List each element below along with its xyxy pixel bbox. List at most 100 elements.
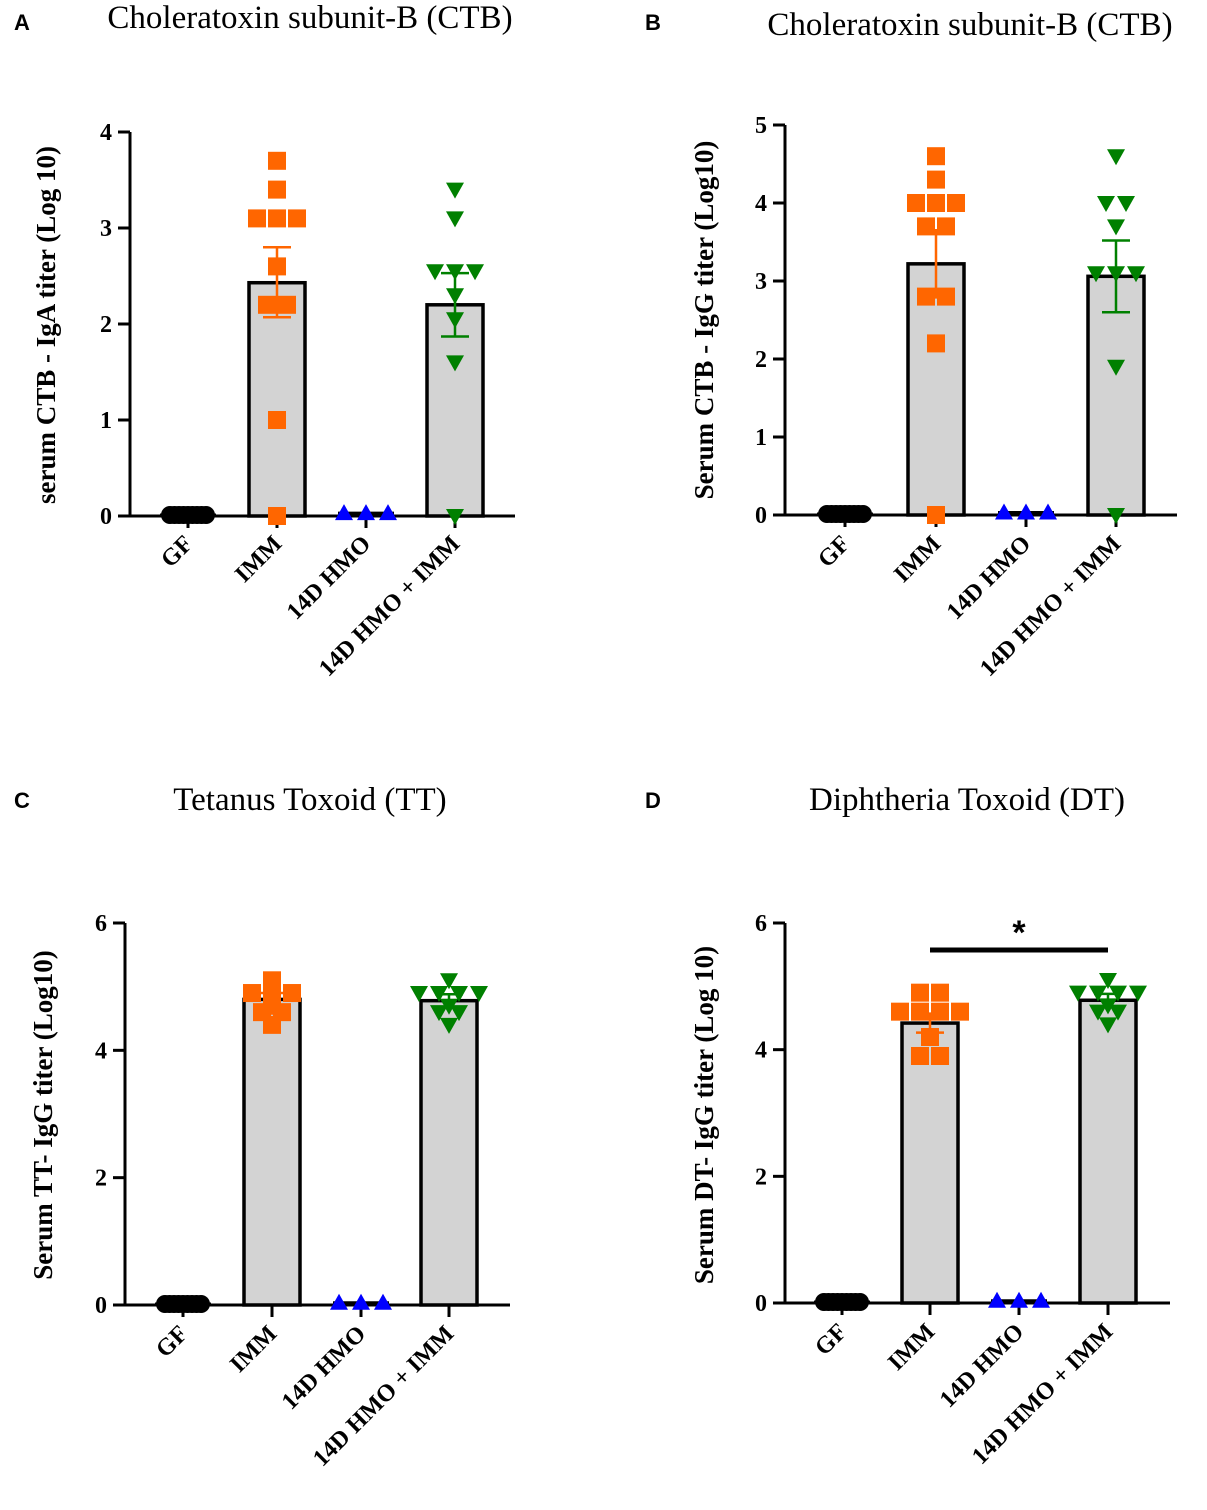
y-tick-label: 3 [755, 269, 767, 295]
chart-panel-a: A Choleratoxin subunit-B (CTB) serum CTB -… [0, 0, 600, 750]
y-axis-label: Serum TT- IgG titer (Log10) [28, 950, 58, 1280]
y-tick-label: 1 [755, 425, 767, 451]
data-point-14d-hmo-imm [1099, 973, 1117, 989]
data-point-14d-hmo [995, 503, 1013, 520]
y-axis-label: Serum DT- IgG titer (Log 10) [689, 946, 719, 1284]
data-point-14d-hmo-imm [1107, 508, 1125, 524]
data-point-imm [931, 1047, 949, 1065]
data-point-14d-hmo-imm [1099, 1017, 1117, 1034]
y-tick-label: 6 [755, 911, 767, 937]
y-tick-label: 5 [755, 113, 767, 139]
bar-14d-hmo-imm [1086, 274, 1146, 517]
x-tick-label-imm: IMM [889, 531, 946, 588]
data-point-14d-hmo-imm [446, 509, 464, 525]
data-point-14d-hmo [374, 1293, 392, 1310]
data-point-imm [278, 295, 296, 314]
y-tick-label: 3 [100, 216, 112, 242]
y-tick-label: 2 [95, 1166, 107, 1192]
data-point-imm [268, 411, 286, 429]
data-point-gf [854, 505, 872, 523]
bar-imm [242, 997, 302, 1307]
data-point-gf [851, 1293, 869, 1311]
y-tick-label: 6 [95, 911, 107, 937]
data-point-14d-hmo [352, 1293, 370, 1310]
data-point-imm [268, 180, 286, 199]
data-point-gf [192, 1295, 210, 1313]
x-tick-label-imm: IMM [883, 1319, 940, 1376]
y-tick-label: 4 [100, 120, 112, 146]
x-tick-label-gf: GF [151, 1321, 193, 1363]
chart-svg: C Tetanus Toxoid (TT) Serum TT- IgG titer … [14, 782, 510, 1472]
data-point-14d-hmo-imm [470, 986, 488, 1003]
y-tick-label: 2 [755, 347, 767, 373]
data-point-imm [927, 147, 945, 166]
y-tick-label: 0 [95, 1293, 107, 1319]
x-tick-label-gf: GF [810, 1319, 852, 1361]
data-point-14d-hmo [1039, 503, 1057, 520]
chart-title: Choleratoxin subunit-B (CTB) [107, 0, 512, 36]
data-point-imm [927, 334, 945, 353]
data-point-14d-hmo [379, 504, 397, 521]
data-point-imm [951, 1002, 969, 1021]
data-point-14d-hmo-imm [426, 264, 444, 281]
data-point-14d-hmo-imm [446, 355, 464, 372]
chart-svg: D Diphtheria Toxoid (DT) Serum DT- IgG tit… [645, 782, 1170, 1470]
data-point-imm [917, 217, 935, 236]
data-point-14d-hmo-imm [440, 973, 458, 990]
data-point-14d-hmo-imm [446, 182, 464, 199]
data-point-imm [283, 984, 301, 1003]
data-point-14d-hmo-imm [1089, 1004, 1107, 1021]
data-point-imm [258, 295, 276, 314]
data-point-14d-hmo-imm [446, 211, 464, 228]
data-point-imm [248, 209, 266, 228]
data-point-imm [947, 194, 965, 212]
x-tick-label-14d-hmo: 14D HMO [942, 531, 1036, 625]
panel-label: B [645, 10, 661, 35]
y-tick-label: 0 [755, 503, 767, 529]
data-point-14d-hmo [988, 1291, 1006, 1308]
data-point-14d-hmo-imm [1127, 266, 1145, 283]
data-point-imm [268, 209, 286, 228]
data-point-imm [268, 507, 286, 525]
x-tick-label-14d-hmo: 14D HMO [935, 1319, 1029, 1413]
data-point-imm [911, 1047, 929, 1065]
data-point-imm [263, 1015, 281, 1034]
y-tick-label: 4 [95, 1038, 107, 1064]
data-point-imm [931, 1002, 949, 1021]
x-tick-label-gf: GF [813, 531, 855, 573]
data-point-14d-hmo-imm [410, 986, 428, 1003]
data-point-14d-hmo-imm [1107, 149, 1125, 166]
data-point-14d-hmo-imm [1109, 1004, 1127, 1021]
significance-marker: * [1012, 914, 1026, 952]
y-axis-label: Serum CTB - IgG titer (Log10) [689, 141, 719, 500]
chart-svg: B Choleratoxin subunit-B (CTB) Serum CTB -… [645, 7, 1177, 682]
data-point-14d-hmo-imm [1129, 985, 1147, 1002]
panel-label: C [14, 788, 30, 813]
chart-svg: A Choleratoxin subunit-B (CTB) serum CTB -… [14, 0, 515, 682]
x-tick-label-imm: IMM [230, 531, 287, 588]
data-point-14d-hmo [1017, 503, 1035, 520]
data-point-imm [268, 151, 286, 170]
y-tick-label: 2 [100, 312, 112, 338]
data-point-imm [927, 506, 945, 524]
chart-panel-b: B Choleratoxin subunit-B (CTB) Serum CTB -… [605, 0, 1205, 750]
data-point-14d-hmo [357, 504, 375, 521]
bar-14d-hmo-imm [419, 998, 479, 1307]
data-point-14d-hmo-imm [1107, 219, 1125, 236]
data-point-imm [891, 1002, 909, 1021]
data-point-imm [927, 194, 945, 212]
y-tick-label: 0 [755, 1291, 767, 1317]
chart-title: Tetanus Toxoid (TT) [173, 782, 446, 818]
data-point-imm [243, 984, 261, 1003]
data-point-14d-hmo [330, 1293, 348, 1310]
y-tick-label: 2 [755, 1164, 767, 1190]
data-point-14d-hmo-imm [1087, 266, 1105, 283]
y-axis-label: serum CTB - IgA titer (Log 10) [31, 146, 61, 504]
data-point-14d-hmo [1010, 1291, 1028, 1308]
data-point-14d-hmo-imm [440, 1017, 458, 1034]
data-point-14d-hmo-imm [430, 1005, 448, 1022]
data-point-imm [911, 983, 929, 1002]
data-point-imm [937, 217, 955, 236]
y-tick-label: 4 [755, 191, 767, 217]
chart-title: Diphtheria Toxoid (DT) [809, 782, 1125, 818]
